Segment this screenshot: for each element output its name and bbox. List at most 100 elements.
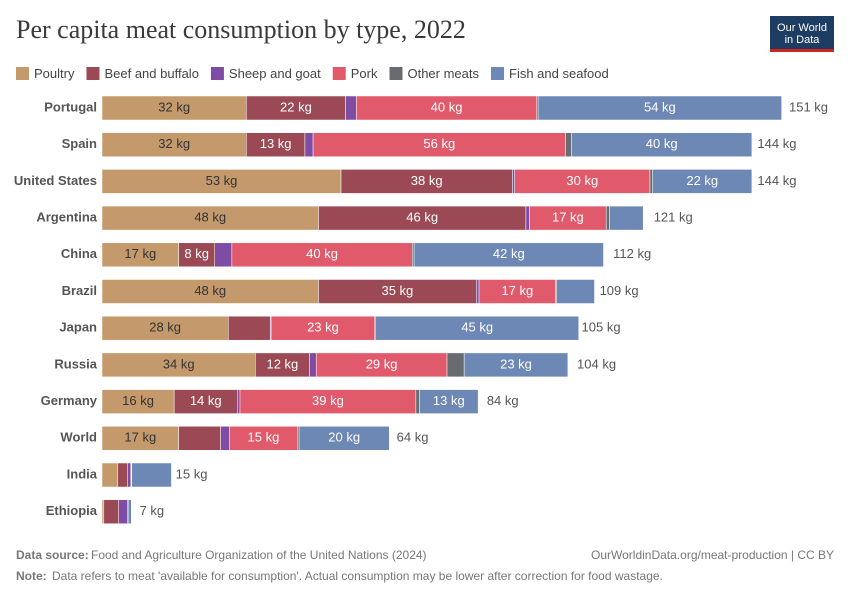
- category-label: Brazil: [62, 283, 97, 298]
- segment-label: 40 kg: [646, 136, 678, 151]
- segment-label: 14 kg: [190, 393, 222, 408]
- logo-stripe: [770, 49, 834, 52]
- segment-label: 17 kg: [552, 210, 584, 225]
- total-label: 112 kg: [613, 246, 651, 261]
- bar-segment: [102, 500, 104, 524]
- segment-label: 45 kg: [461, 320, 493, 335]
- segment-label: 35 kg: [381, 283, 413, 298]
- segment-label: 15 kg: [248, 430, 280, 445]
- category-label: World: [60, 430, 97, 445]
- legend-swatch: [211, 67, 224, 80]
- total-label: 144 kg: [757, 136, 796, 151]
- legend-swatch: [333, 67, 346, 80]
- segment-label: 23 kg: [307, 320, 339, 335]
- segment-label: 8 kg: [184, 246, 209, 261]
- legend-label: Pork: [351, 66, 378, 81]
- total-label: 84 kg: [487, 393, 519, 408]
- bar-segment: [221, 426, 230, 450]
- total-label: 64 kg: [397, 430, 429, 445]
- bar-segment: [609, 206, 643, 230]
- bar-segment: [606, 206, 609, 230]
- legend-label: Other meats: [407, 66, 479, 81]
- legend-label: Fish and seafood: [509, 66, 609, 81]
- bar-segment: [128, 500, 131, 524]
- bar-segment: [228, 316, 270, 340]
- bar-segment: [118, 463, 128, 487]
- legend-swatch: [86, 67, 99, 80]
- segment-label: 13 kg: [260, 136, 292, 151]
- bar-segment: [416, 390, 420, 414]
- segment-label: 16 kg: [122, 393, 154, 408]
- total-label: 15 kg: [176, 466, 208, 481]
- segment-label: 29 kg: [366, 356, 398, 371]
- bar-segment: [512, 169, 514, 193]
- segment-label: 56 kg: [423, 136, 455, 151]
- bar-segment: [346, 96, 357, 120]
- logo-text: in Data: [785, 34, 821, 46]
- segment-label: 48 kg: [194, 210, 226, 225]
- total-label: 144 kg: [757, 173, 796, 188]
- segment-label: 17 kg: [501, 283, 533, 298]
- segment-label: 22 kg: [280, 99, 312, 114]
- segment-label: 40 kg: [306, 246, 338, 261]
- source: Food and Agriculture Organization of the…: [91, 548, 427, 562]
- bar-segment: [650, 169, 653, 193]
- bar-segment: [447, 353, 464, 377]
- segment-label: 54 kg: [644, 99, 676, 114]
- category-label: Portugal: [44, 99, 97, 114]
- bar-segment: [297, 426, 299, 450]
- bar-segment: [128, 463, 131, 487]
- bar-segment: [104, 500, 119, 524]
- bar-segment: [557, 280, 595, 304]
- segment-label: 48 kg: [194, 283, 226, 298]
- bar-segment: [526, 206, 530, 230]
- total-label: 109 kg: [600, 283, 639, 298]
- segment-label: 46 kg: [406, 210, 438, 225]
- category-label: China: [61, 246, 98, 261]
- legend-label: Beef and buffalo: [104, 66, 198, 81]
- note-label: Note:: [16, 569, 47, 583]
- segment-label: 17 kg: [124, 246, 156, 261]
- total-label: 7 kg: [140, 503, 165, 518]
- category-label: Argentina: [36, 210, 97, 225]
- segment-label: 39 kg: [312, 393, 344, 408]
- bar-segment: [132, 463, 172, 487]
- logo-text: Our World: [777, 22, 827, 34]
- segment-label: 23 kg: [500, 356, 532, 371]
- segment-label: 53 kg: [206, 173, 238, 188]
- bar-segment: [102, 463, 118, 487]
- segment-label: 20 kg: [328, 430, 360, 445]
- source-label: Data source:: [16, 548, 89, 562]
- url: OurWorldinData.org/meat-production | CC …: [591, 548, 834, 562]
- category-label: Russia: [54, 356, 97, 371]
- segment-label: 17 kg: [124, 430, 156, 445]
- legend-swatch: [389, 67, 402, 80]
- segment-label: 32 kg: [158, 99, 190, 114]
- legend-label: Sheep and goat: [229, 66, 321, 81]
- category-label: Germany: [41, 393, 98, 408]
- total-label: 151 kg: [789, 99, 828, 114]
- bar-segment: [215, 243, 232, 267]
- bar-segment: [309, 353, 316, 377]
- segment-label: 34 kg: [163, 356, 195, 371]
- category-label: Japan: [59, 320, 97, 335]
- chart-title: Per capita meat consumption by type, 202…: [16, 15, 466, 44]
- legend-swatch: [491, 67, 504, 80]
- segment-label: 32 kg: [158, 136, 190, 151]
- segment-label: 40 kg: [431, 99, 463, 114]
- note: Data refers to meat 'available for consu…: [52, 569, 663, 583]
- category-label: India: [67, 466, 98, 481]
- segment-label: 42 kg: [493, 246, 525, 261]
- segment-label: 13 kg: [433, 393, 465, 408]
- category-label: United States: [14, 173, 97, 188]
- segment-label: 28 kg: [149, 320, 181, 335]
- category-label: Ethiopia: [46, 503, 98, 518]
- legend-swatch: [16, 67, 29, 80]
- bar-segment: [237, 390, 240, 414]
- bar-segment: [119, 500, 128, 524]
- total-label: 105 kg: [582, 320, 621, 335]
- bar-segment: [566, 133, 572, 157]
- total-label: 121 kg: [654, 210, 693, 225]
- bar-segment: [179, 426, 221, 450]
